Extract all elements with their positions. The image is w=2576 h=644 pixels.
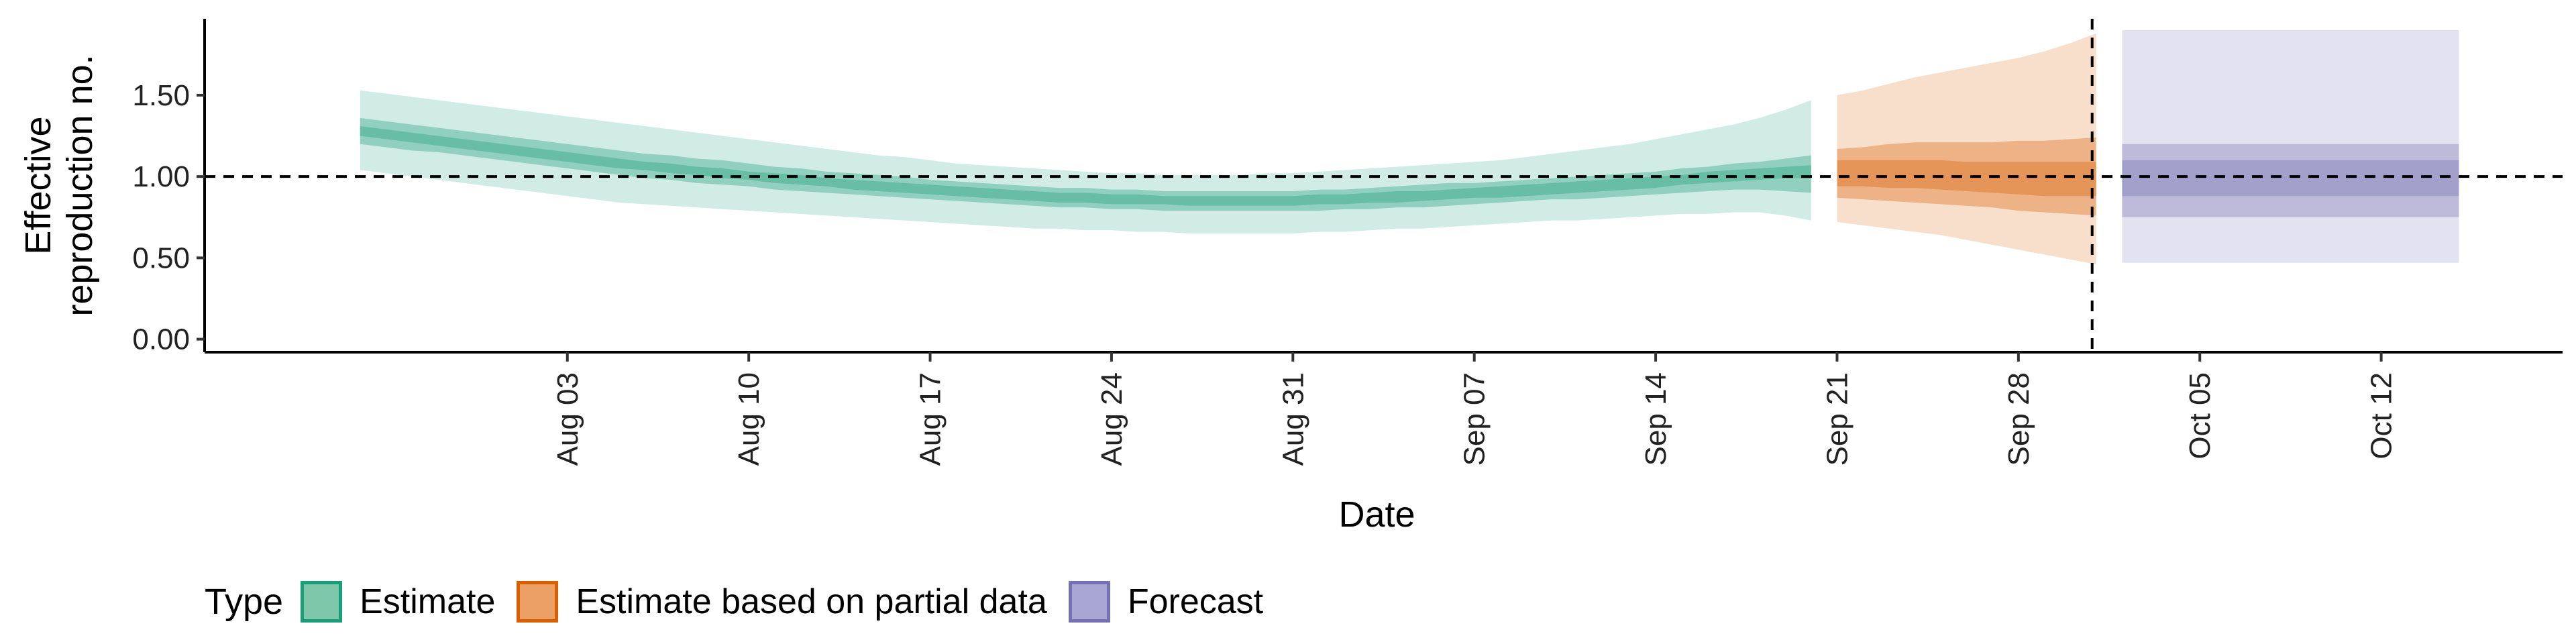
legend-title: Type: [205, 582, 284, 622]
band-estimate-based-on-partial-data-ci50: [1837, 138, 2096, 216]
x-tick-label: Sep 21: [1821, 372, 1854, 466]
y-tick-label: 1.00: [132, 160, 190, 193]
x-axis-title: Date: [1338, 494, 1415, 535]
band-forecast-ci90: [2122, 30, 2459, 263]
x-tick-label: Sep 28: [2002, 372, 2035, 466]
series-estimate-based-on-partial-data: [1837, 33, 2096, 265]
legend-item-partial-estimate: Estimate based on partial data: [517, 581, 1047, 623]
x-tick-label: Aug 03: [551, 372, 584, 466]
band-estimate-based-on-partial-data-ci90: [1837, 33, 2096, 265]
legend: Type Estimate Estimate based on partial …: [205, 578, 1285, 625]
x-tick-label: Oct 12: [2365, 372, 2398, 460]
series-estimate: [360, 90, 1811, 233]
band-estimate-ci20: [360, 126, 1811, 206]
y-axis-title: Effectivereproduction no.: [18, 54, 100, 316]
legend-item-forecast: Forecast: [1068, 581, 1264, 623]
x-tick-label: Aug 24: [1095, 372, 1128, 466]
legend-label-partial-estimate: Estimate based on partial data: [576, 582, 1047, 621]
y-tick-label: 1.50: [132, 79, 190, 112]
legend-label-forecast: Forecast: [1127, 582, 1264, 621]
x-tick-label: Aug 10: [733, 372, 765, 466]
band-estimate-ci50: [360, 117, 1811, 211]
band-forecast-ci20: [2122, 160, 2459, 197]
x-axis-ticks: Aug 03 Aug 10 Aug 17 Aug 24 Aug 31 Sep 07 Sep …: [551, 352, 2398, 466]
band-forecast-ci50: [2122, 144, 2459, 217]
y-axis-title-line: Effective: [18, 116, 58, 254]
series-forecast: [2122, 30, 2459, 263]
x-tick-label: Aug 17: [914, 372, 947, 466]
axis-titles: Date Effectivereproduction no.: [18, 54, 1415, 535]
x-tick-label: Sep 14: [1640, 372, 1672, 466]
x-tick-label: Aug 31: [1277, 372, 1309, 466]
y-axis-ticks: 0.00 0.50 1.00 1.50: [132, 79, 205, 356]
legend-swatch-estimate: [301, 581, 343, 623]
band-estimate-ci90: [360, 90, 1811, 233]
axes: [203, 19, 2563, 354]
series-bands: [360, 30, 2459, 265]
y-tick-label: 0.00: [132, 323, 190, 356]
x-tick-label: Oct 05: [2184, 372, 2216, 460]
legend-label-estimate: Estimate: [360, 582, 496, 621]
legend-swatch-forecast: [1068, 581, 1110, 623]
legend-swatch-partial-estimate: [517, 581, 559, 623]
y-axis-title-line: reproduction no.: [60, 54, 100, 316]
x-tick-label: Sep 07: [1458, 372, 1491, 466]
band-estimate-based-on-partial-data-ci20: [1837, 160, 2096, 197]
legend-item-estimate: Estimate: [301, 581, 495, 623]
y-tick-label: 0.50: [132, 241, 190, 274]
